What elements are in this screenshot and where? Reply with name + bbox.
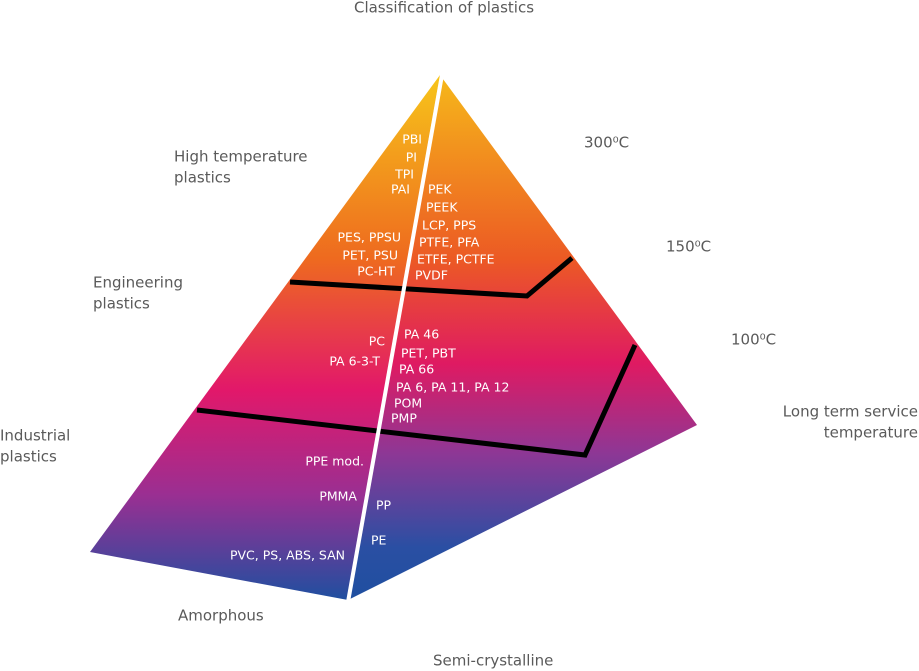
semi-crystalline-plastic: LCP, PPS [422, 218, 476, 233]
tier-label: Engineering [93, 274, 183, 292]
title: Classification of plastics [354, 0, 534, 17]
temperature-label: 300⁰C [584, 134, 629, 152]
amorphous-plastic: PES, PPSU [338, 230, 401, 245]
tier-boundary [289, 256, 574, 299]
semi-crystalline-plastic: PEEK [426, 200, 458, 215]
tier-label: plastics [0, 448, 57, 466]
semi-crystalline-plastic: ETFE, PCTFE [417, 252, 495, 267]
semi-crystalline-plastic: PEK [428, 182, 452, 197]
temperature-label: 100⁰C [731, 331, 776, 349]
semi-crystalline-plastic: PA 6, PA 11, PA 12 [396, 380, 509, 395]
semi-crystalline-plastic: PTFE, PFA [419, 235, 480, 250]
semi-crystalline-plastic: PVDF [415, 268, 448, 283]
amorphous-plastic: PC-HT [357, 264, 395, 279]
tier-label: Industrial [0, 427, 70, 445]
tier-label: plastics [174, 169, 231, 187]
semi-crystalline-plastic: PE [371, 533, 387, 548]
amorphous-plastic: PBI [402, 132, 422, 147]
semi-crystalline-label: Semi-crystalline [433, 652, 553, 670]
axis-label: Long term service [783, 403, 918, 421]
amorphous-plastic: PC [369, 334, 386, 349]
axis-label: temperature [824, 424, 918, 442]
tier-label: plastics [93, 295, 150, 313]
semi-crystalline-plastic: POM [394, 396, 422, 411]
amorphous-plastic: PA 6-3-T [329, 354, 380, 369]
semi-crystalline-plastic: PA 66 [399, 362, 434, 377]
tier-label: High temperature [174, 148, 308, 166]
right-face [348, 75, 697, 600]
amorphous-plastic: PMMA [319, 489, 357, 504]
semi-crystalline-plastic: PP [376, 498, 392, 513]
divider-line [346, 74, 444, 603]
semi-crystalline-plastic: PET, PBT [401, 346, 456, 361]
amorphous-plastic: PVC, PS, ABS, SAN [230, 548, 345, 563]
tier-boundary [196, 343, 638, 458]
amorphous-plastic: PET, PSU [342, 248, 398, 263]
amorphous-plastic: TPI [394, 167, 414, 182]
front-face [90, 75, 440, 600]
semi-crystalline-plastic: PA 46 [404, 327, 439, 342]
semi-crystalline-plastic: PMP [391, 411, 417, 426]
temperature-label: 150⁰C [666, 238, 711, 256]
amorphous-plastic: PI [406, 150, 417, 165]
amorphous-plastic: PAI [391, 182, 410, 197]
amorphous-label: Amorphous [178, 607, 264, 625]
amorphous-plastic: PPE mod. [305, 454, 364, 469]
